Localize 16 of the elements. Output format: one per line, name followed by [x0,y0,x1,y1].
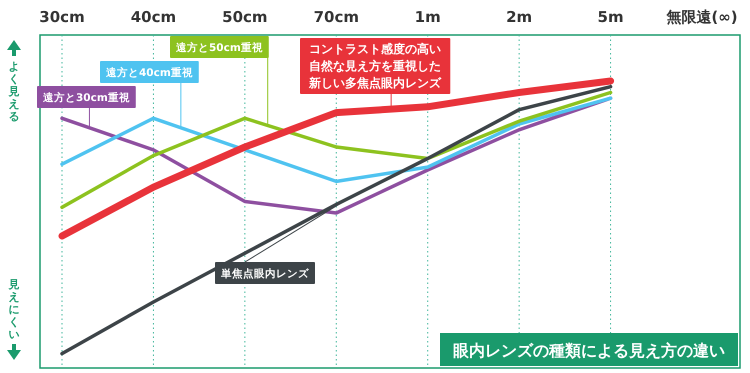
text: 遠方と40cm重視 [106,66,193,79]
x-tick-label: 無限遠(∞) [665,8,738,26]
x-tick-label: 30cm [39,8,85,26]
x-tick-label: 50cm [222,8,268,26]
x-tick-label: 2m [506,8,532,26]
text: 見えにくい [8,278,20,341]
text: 遠方と30cm重視 [43,91,130,104]
x-tick-label: 40cm [130,8,176,26]
x-tick-label: 1m [414,8,441,26]
series-label: 単焦点眼内レンズ [220,267,310,280]
text: よく見える [8,60,20,123]
series-label: コントラスト感度の高い自然な見え方を重視した新しい多焦点眼内レンズ [308,42,442,90]
x-tick-label: 5m [598,8,624,26]
x-tick-label: 70cm [314,8,359,26]
text: 遠方と50cm重視 [176,41,263,54]
text: 眼内レンズの種類による見え方の違い [453,341,725,360]
